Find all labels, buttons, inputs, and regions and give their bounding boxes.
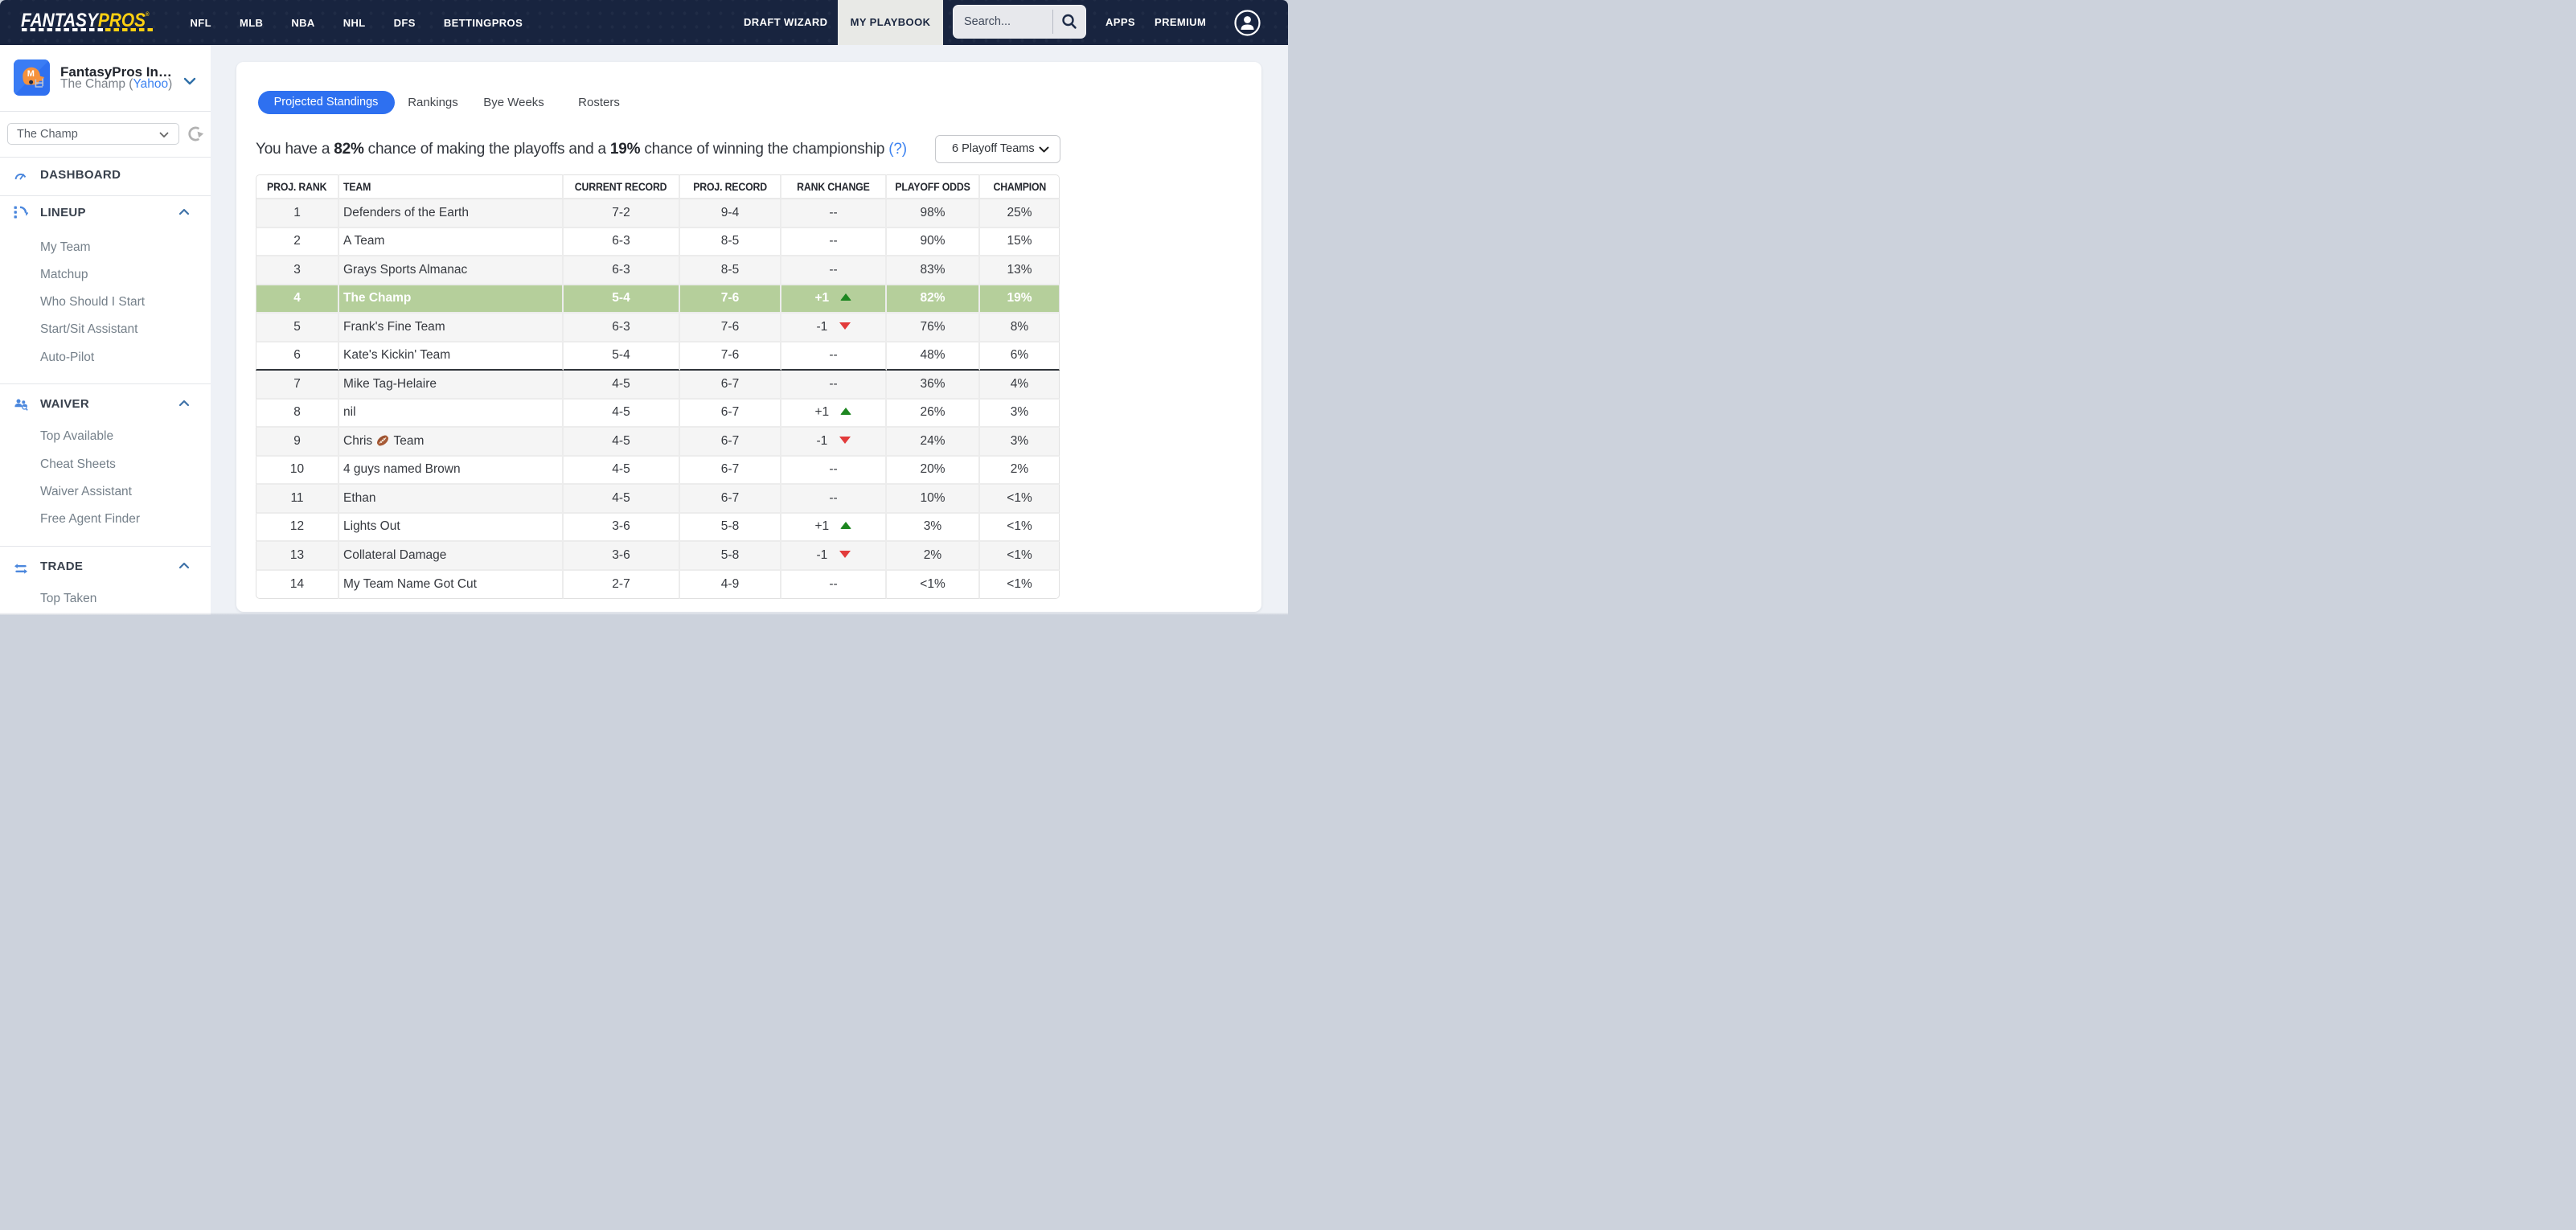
svg-text:M: M — [27, 69, 34, 79]
